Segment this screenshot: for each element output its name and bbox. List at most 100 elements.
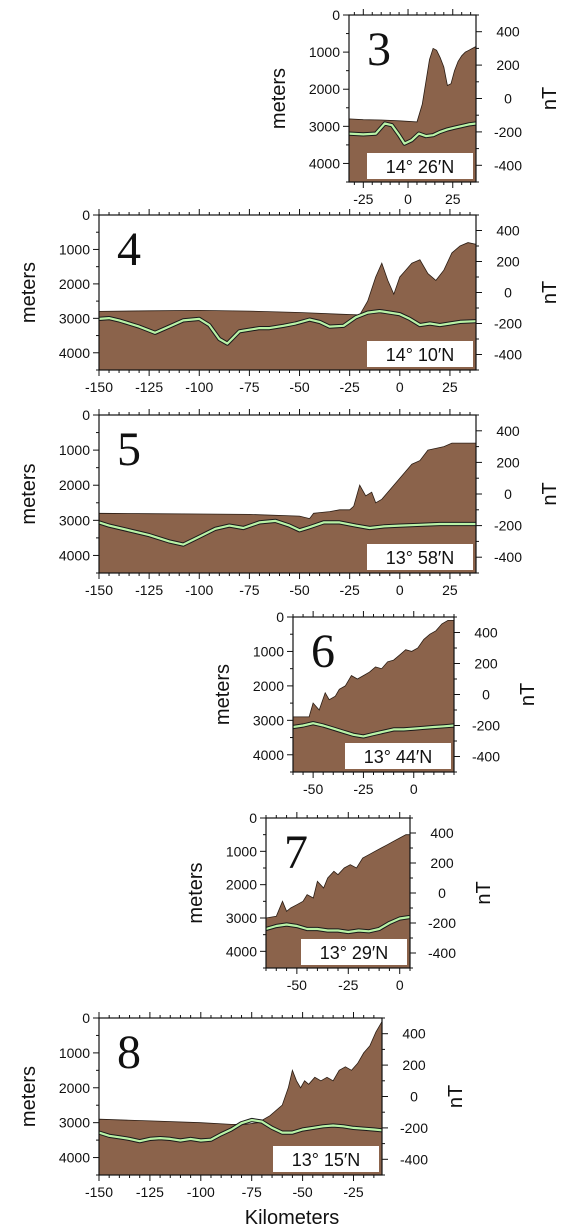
panel-number: 3	[367, 23, 391, 76]
x-tick-label: -125	[135, 379, 163, 395]
mag-tick-label: 200	[496, 254, 520, 270]
mag-tick-label: 200	[430, 855, 454, 871]
panel-4: -150 -125 -100 -75 -50 -25 0 250100020003000400…	[18, 207, 561, 395]
mag-tick-label: 400	[430, 825, 454, 841]
x-tick-label: -25	[338, 977, 358, 993]
x-tick-label: -25	[353, 191, 373, 207]
depth-tick-label: 4000	[59, 547, 90, 563]
depth-tick-label: 0	[276, 609, 284, 625]
depth-tick-label: 2000	[226, 877, 257, 893]
x-tick-label: -50	[292, 1184, 312, 1200]
mag-tick-label: 0	[504, 91, 512, 107]
x-axis-title: Kilometers	[245, 1207, 339, 1229]
latitude-label-box	[367, 544, 473, 570]
panel-6: -50 -25 0010002000300040004002000-200-400m…	[212, 609, 539, 797]
left-axis-title: meters	[18, 463, 40, 524]
mag-tick-label: -200	[494, 316, 522, 332]
x-tick-label: 0	[396, 379, 404, 395]
mag-tick-label: -400	[494, 157, 522, 173]
right-axis-title: nT	[539, 482, 561, 505]
right-axis-title: nT	[517, 683, 539, 706]
x-tick-label: -150	[85, 1184, 113, 1200]
mag-tick-label: 200	[496, 57, 520, 73]
panel-7: -50 -25 0010002000300040004002000-200-400m…	[185, 810, 495, 993]
depth-tick-label: 4000	[59, 345, 90, 361]
depth-tick-label: 1000	[253, 643, 284, 659]
x-tick-label: -25	[343, 1184, 363, 1200]
mag-tick-label: -200	[428, 915, 456, 931]
x-tick-label: -50	[287, 977, 307, 993]
x-tick-label: -75	[239, 379, 259, 395]
depth-tick-label: 3000	[59, 310, 90, 326]
latitude-label: 13° 15′N	[292, 1150, 361, 1170]
x-tick-label: -100	[185, 379, 213, 395]
right-axis-title: nT	[539, 87, 561, 110]
depth-tick-label: 4000	[59, 1150, 90, 1166]
mag-tick-label: 400	[402, 1026, 426, 1042]
left-axis-title: meters	[18, 262, 40, 323]
depth-tick-label: 0	[82, 1010, 90, 1026]
mag-tick-label: -200	[494, 518, 522, 534]
panel-3: -25 0 25010002000300040004002000-200-400me…	[268, 7, 561, 207]
latitude-label: 13° 29′N	[320, 943, 389, 963]
mag-tick-label: 200	[402, 1057, 426, 1073]
depth-tick-label: 3000	[309, 118, 340, 134]
x-tick-label: -75	[239, 582, 259, 598]
x-tick-label: 0	[396, 582, 404, 598]
bathymetry-area	[99, 242, 476, 370]
x-tick-label: -25	[340, 582, 360, 598]
mag-tick-label: 200	[496, 454, 520, 470]
x-tick-label: -50	[303, 781, 323, 797]
mag-tick-label: -200	[472, 718, 500, 734]
latitude-label: 14° 26′N	[386, 157, 455, 177]
bathymetry-area	[349, 46, 476, 182]
mag-tick-label: 0	[410, 1089, 418, 1105]
depth-tick-label: 4000	[226, 943, 257, 959]
latitude-label-box	[301, 939, 407, 965]
x-tick-label: -125	[135, 582, 163, 598]
x-tick-label: -150	[85, 582, 113, 598]
x-tick-label: -125	[136, 1184, 164, 1200]
mag-tick-label: 0	[438, 885, 446, 901]
mag-tick-label: -400	[494, 347, 522, 363]
depth-tick-label: 4000	[253, 747, 284, 763]
magnetic-anomaly-line	[293, 722, 454, 738]
depth-tick-label: 4000	[309, 155, 340, 171]
x-tick-label: -100	[187, 1184, 215, 1200]
depth-tick-label: 3000	[253, 712, 284, 728]
panel-number: 4	[117, 223, 141, 276]
mag-tick-label: 400	[496, 24, 520, 40]
latitude-label-box	[367, 153, 473, 179]
latitude-label: 13° 44′N	[364, 747, 433, 767]
depth-tick-label: 2000	[59, 276, 90, 292]
panel-8: -150 -125 -100 -75 -50 -250100020003000400040…	[18, 1010, 467, 1200]
depth-tick-label: 2000	[253, 678, 284, 694]
depth-tick-label: 3000	[226, 910, 257, 926]
mag-tick-label: -400	[472, 749, 500, 765]
mag-tick-label: -400	[400, 1151, 428, 1167]
mag-tick-label: -400	[494, 549, 522, 565]
panels-group: -25 0 25010002000300040004002000-200-400me…	[18, 7, 561, 1200]
panel-number: 6	[311, 625, 335, 678]
magnetic-anomaly-line	[99, 519, 476, 546]
depth-tick-label: 0	[249, 810, 257, 826]
magnetic-anomaly-line	[349, 122, 476, 145]
left-axis-title: meters	[18, 1066, 40, 1127]
x-tick-label: 0	[396, 977, 404, 993]
depth-tick-label: 1000	[59, 1045, 90, 1061]
latitude-label: 14° 10′N	[386, 345, 455, 365]
right-axis-title: nT	[473, 881, 495, 904]
x-tick-label: 25	[445, 191, 461, 207]
depth-tick-label: 1000	[59, 442, 90, 458]
mag-tick-label: 0	[504, 285, 512, 301]
depth-tick-label: 2000	[59, 477, 90, 493]
latitude-label-box	[273, 1146, 379, 1172]
mag-tick-label: 400	[474, 625, 498, 641]
right-axis-title: nT	[445, 1085, 467, 1108]
latitude-label-box	[367, 341, 473, 367]
mag-tick-label: 400	[496, 423, 520, 439]
depth-tick-label: 1000	[59, 241, 90, 257]
x-tick-label: 0	[410, 781, 418, 797]
left-axis-title: meters	[268, 68, 290, 129]
panel-number: 5	[117, 423, 141, 476]
